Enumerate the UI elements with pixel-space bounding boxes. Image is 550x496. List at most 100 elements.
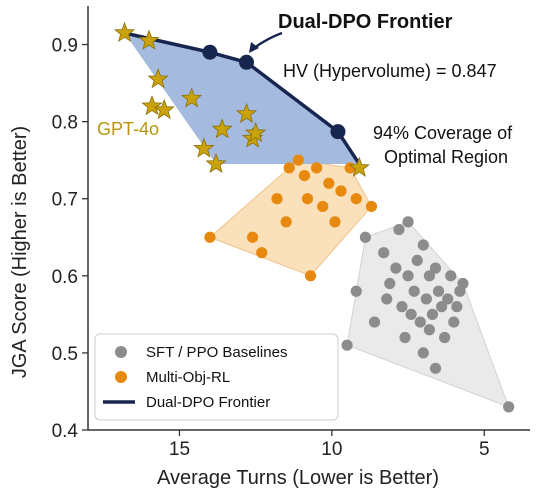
multiobj-point	[298, 170, 311, 182]
legend-box	[94, 333, 339, 421]
baseline-point	[426, 308, 439, 320]
baseline-point	[436, 301, 448, 313]
baseline-point	[350, 285, 362, 297]
baseline-point	[439, 331, 451, 344]
baseline-point	[423, 270, 436, 282]
baseline-point	[417, 239, 429, 251]
legend-marker-multiobj	[115, 371, 127, 383]
gpt4o-label: GPT-4o	[97, 119, 159, 139]
x-ticks: 15 10 5	[169, 430, 490, 460]
gpt4o-star	[211, 118, 233, 139]
multiobj-point	[304, 270, 317, 282]
multiobj-point	[247, 231, 259, 243]
frontier-arrowhead	[249, 42, 259, 53]
frontier-arrow	[253, 31, 283, 50]
frontier-point	[239, 54, 255, 70]
gpt4o-star	[138, 29, 160, 50]
multiobj-point	[280, 216, 292, 228]
optimal-region	[124, 32, 360, 165]
baseline-point	[405, 308, 417, 320]
baseline-point	[402, 270, 414, 282]
legend-label-multiobj: Multi-Obj-RL	[146, 369, 230, 386]
hv-annotation: HV (Hypervolume) = 0.847	[283, 61, 497, 81]
y-tick-label: 0.9	[52, 36, 78, 57]
baseline-point	[378, 247, 390, 259]
baseline-point	[384, 277, 396, 290]
frontier-point	[202, 44, 218, 60]
multiobj-point	[271, 193, 283, 205]
gpt4o-star	[113, 21, 136, 42]
baseline-point	[411, 254, 423, 266]
y-tick-label: 0.8	[52, 113, 78, 134]
multiobj-point	[283, 162, 295, 174]
baseline-point	[399, 331, 411, 344]
baseline-point	[390, 262, 402, 274]
gpt4o-star	[193, 137, 215, 158]
frontier-title: Dual-DPO Frontier	[278, 11, 453, 33]
baseline-point	[423, 324, 436, 336]
baseline-point	[429, 362, 442, 374]
y-ticks: 0.4 0.5 0.6 0.7 0.8 0.9	[52, 36, 88, 442]
y-tick-label: 0.4	[52, 421, 79, 442]
baseline-point	[503, 401, 515, 413]
x-tick-label: 5	[479, 439, 490, 460]
baseline-point	[420, 293, 432, 305]
multiobj-point	[335, 185, 347, 197]
frontier-annotation: Dual-DPO Frontier	[249, 11, 453, 53]
baseline-point	[414, 316, 426, 328]
baseline-point	[402, 216, 414, 228]
baseline-point	[359, 231, 371, 243]
y-tick-label: 0.6	[52, 267, 78, 288]
multiobj-point	[350, 193, 362, 205]
legend-label-frontier: Dual-DPO Frontier	[146, 394, 270, 411]
gpt4o-star	[348, 156, 370, 177]
gpt4o-star	[147, 68, 169, 89]
baseline-point	[445, 270, 457, 282]
coverage-annotation-line1: 94% Coverage of	[373, 123, 513, 143]
gpt4o-star	[153, 98, 175, 120]
baseline-point	[341, 339, 353, 351]
gpt4o-star	[235, 102, 258, 123]
baseline-point	[417, 347, 429, 359]
baseline-point	[442, 293, 454, 305]
legend-marker-baselines	[115, 346, 127, 358]
points-layer	[204, 154, 515, 413]
baseline-point	[396, 301, 408, 313]
gpt4o-star	[141, 95, 163, 116]
multiobj-point	[365, 200, 378, 213]
gpt4o-star	[181, 87, 203, 108]
multiobj-point	[204, 231, 216, 243]
baseline-point	[457, 277, 469, 290]
y-tick-label: 0.5	[52, 344, 78, 365]
multiobj-point	[323, 177, 335, 189]
frontier-point	[330, 124, 346, 140]
baseline-point	[429, 262, 442, 274]
coverage-annotation-line2: Optimal Region	[384, 147, 508, 167]
multiobj-point	[256, 247, 268, 259]
multiobj-point	[292, 154, 304, 166]
baseline-point	[451, 301, 463, 313]
multiobj-region	[208, 159, 373, 277]
x-tick-label: 15	[169, 439, 190, 460]
multiobj-point	[317, 200, 329, 213]
y-tick-label: 0.7	[52, 190, 78, 211]
frontier-layer	[113, 21, 370, 177]
gpt4o-star	[245, 122, 267, 143]
multiobj-point	[311, 162, 323, 174]
multiobj-point	[301, 193, 314, 205]
baseline-point	[432, 285, 445, 297]
x-tick-label: 10	[321, 439, 342, 460]
x-axis-label: Average Turns (Lower is Better)	[157, 467, 439, 489]
baseline-point	[393, 223, 405, 236]
multiobj-point	[329, 216, 341, 228]
baseline-point	[381, 293, 393, 305]
baseline-point	[368, 316, 381, 328]
legend-label-baselines: SFT / PPO Baselines	[146, 344, 287, 361]
gpt4o-star	[205, 152, 227, 174]
axes	[87, 6, 530, 431]
y-axis-label: JGA Score (Higher is Better)	[9, 126, 31, 378]
baseline-point	[408, 285, 420, 297]
legend: SFT / PPO Baselines Multi-Obj-RL Dual-DP…	[94, 333, 339, 421]
baseline-point	[448, 316, 460, 328]
